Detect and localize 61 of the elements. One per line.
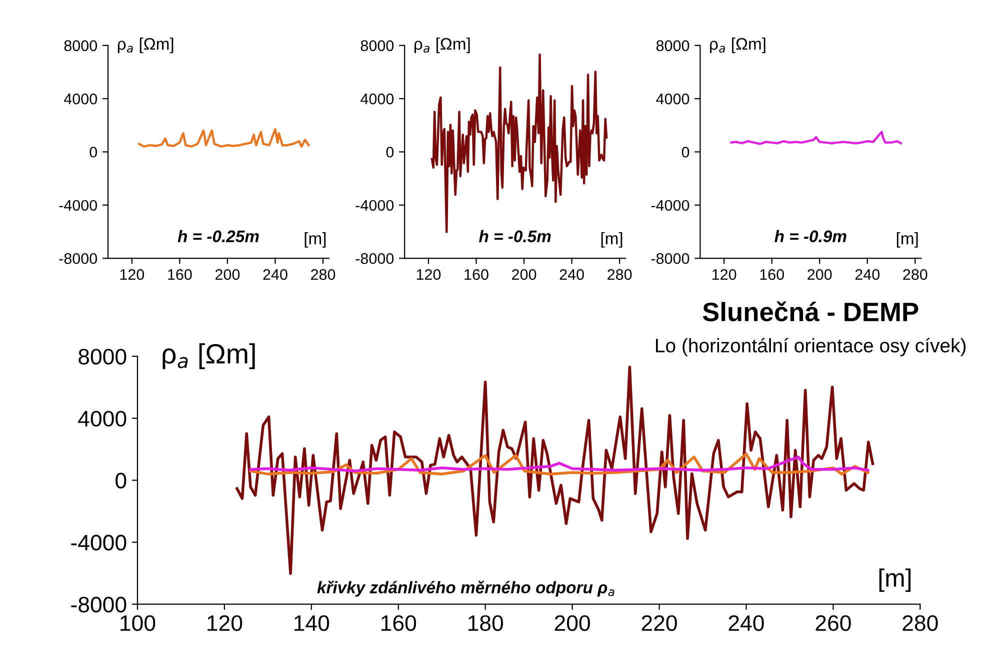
- y-tick-label: -8000: [59, 253, 98, 264]
- y-tick-label: -4000: [71, 534, 126, 551]
- x-tick-label: 140: [294, 615, 330, 631]
- y-tick-label: 8000: [78, 348, 126, 365]
- y-axis-title: ρ$_{a}$ [Ωm]: [162, 343, 255, 370]
- x-axis-title: [m]: [304, 232, 326, 248]
- x-tick-label: 240: [263, 269, 288, 280]
- y-tick-label: 4000: [78, 410, 126, 427]
- annotation: h = -0.5m: [478, 230, 551, 242]
- x-tick-label: 100: [120, 615, 156, 631]
- x-tick-label: 180: [468, 615, 503, 631]
- y-tick-label: -4000: [356, 200, 394, 211]
- y-tick-label: 0: [90, 146, 98, 158]
- x-axis-title: [m]: [601, 232, 622, 248]
- x-tick-label: 280: [903, 269, 928, 280]
- x-axis-title: [m]: [879, 568, 911, 592]
- x-tick-label: 200: [215, 269, 240, 280]
- y-tick-label: 4000: [360, 94, 394, 104]
- y-tick-label: 0: [682, 146, 690, 158]
- x-tick-label: 160: [464, 269, 488, 280]
- x-tick-label: 120: [208, 615, 242, 631]
- annotation: křivky zdánlivého měrného odporu ρ$_{a}$: [317, 580, 614, 597]
- chart-subtitle: Lo (horizontální orientace osy cívek): [656, 338, 966, 356]
- x-tick-label: 120: [120, 269, 144, 280]
- y-tick-label: 4000: [656, 94, 690, 104]
- x-tick-label: 120: [712, 269, 736, 280]
- x-tick-label: 160: [168, 269, 192, 280]
- y-tick-label: 4000: [64, 94, 98, 104]
- y-tick-label: -8000: [651, 253, 690, 264]
- x-tick-label: 160: [760, 269, 784, 280]
- annotation: h = -0.9m: [774, 230, 846, 242]
- x-tick-label: 200: [808, 269, 832, 280]
- x-tick-label: 260: [816, 615, 851, 631]
- y-tick-label: -4000: [59, 200, 98, 211]
- y-tick-label: 0: [386, 146, 394, 158]
- x-axis-title: [m]: [896, 232, 918, 248]
- annotation: h = -0.25m: [178, 230, 259, 242]
- x-tick-label: 160: [382, 615, 416, 631]
- x-tick-label: 200: [512, 269, 536, 280]
- y-axis-title: ρ$_{a}$ [Ωm]: [118, 38, 174, 54]
- y-axis-title: ρ$_{a}$ [Ωm]: [414, 38, 470, 54]
- x-tick-label: 280: [311, 269, 336, 280]
- line-series: [138, 128, 310, 148]
- y-tick-label: 8000: [360, 40, 394, 52]
- y-tick-label: 8000: [64, 40, 98, 52]
- y-tick-label: -8000: [356, 253, 394, 264]
- x-tick-label: 280: [608, 269, 632, 280]
- x-tick-label: 280: [902, 615, 938, 631]
- x-tick-label: 240: [728, 615, 764, 631]
- chart-title: Slunečná - DEMP: [702, 301, 918, 322]
- x-tick-label: 240: [560, 269, 584, 280]
- y-tick-label: -4000: [651, 200, 690, 211]
- y-tick-label: 0: [116, 472, 126, 489]
- y-tick-label: 8000: [656, 40, 690, 52]
- x-tick-label: 220: [642, 615, 677, 631]
- x-tick-label: 240: [855, 269, 880, 280]
- y-tick-label: -8000: [71, 596, 126, 612]
- x-tick-label: 200: [554, 615, 590, 631]
- line-series: [730, 130, 902, 145]
- x-tick-label: 120: [416, 269, 441, 280]
- y-axis-title: ρ$_{a}$ [Ωm]: [710, 38, 766, 54]
